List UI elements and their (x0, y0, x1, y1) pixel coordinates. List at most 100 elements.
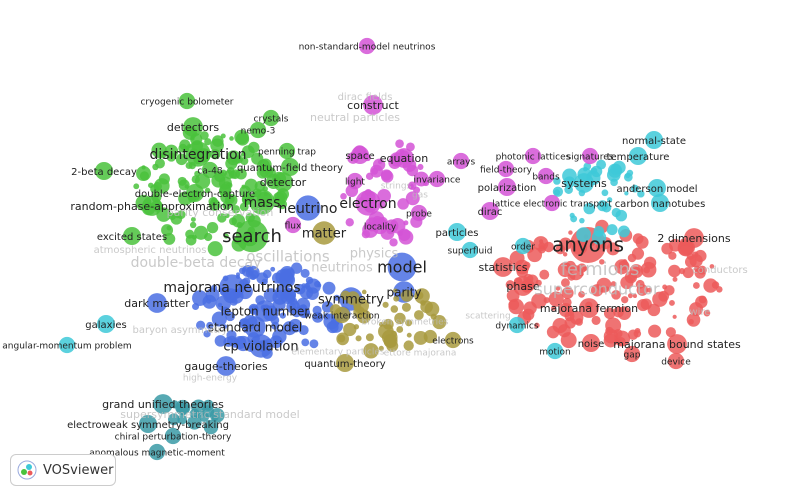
node-bubble (262, 269, 272, 279)
node-bubble (139, 415, 157, 433)
node-bubble (141, 165, 146, 170)
node-bubble (493, 257, 513, 277)
node-bubble (498, 178, 516, 196)
node-label: carbon nanotubes (615, 199, 706, 210)
node-bubble (203, 419, 219, 435)
node-bubble (452, 152, 470, 170)
faint-label: fermions (561, 259, 640, 280)
node-bubble (686, 313, 701, 327)
node-bubble (95, 162, 113, 180)
node-bubble (142, 196, 162, 216)
node-label: anderson model (616, 184, 697, 195)
node-bubble (365, 333, 374, 342)
faint-label: conductors (692, 265, 748, 276)
node-bubble (583, 166, 588, 172)
node-label: temperature (607, 152, 670, 163)
node-label: equation (380, 152, 429, 165)
node-bubble (168, 212, 176, 221)
node-bubble (703, 309, 711, 317)
node-bubble (206, 321, 214, 330)
node-bubble (636, 284, 649, 296)
node-bubble (605, 317, 622, 334)
node-bubble (192, 303, 200, 311)
node-bubble (222, 324, 228, 329)
node-label: probe (406, 210, 432, 220)
node-bubble (689, 254, 703, 268)
node-bubble (611, 207, 621, 218)
logo[interactable]: VOSviewer (10, 454, 116, 486)
node-bubble (633, 330, 642, 338)
node-bubble (381, 170, 394, 183)
node-bubble (576, 227, 591, 242)
node-bubble (610, 163, 622, 175)
node-bubble (386, 339, 399, 352)
node-bubble (646, 287, 652, 293)
node-bubble (371, 217, 389, 235)
logo-icon (17, 460, 37, 480)
faint-label: strings (381, 182, 412, 192)
node-bubble (136, 166, 152, 182)
node-bubble (225, 311, 236, 322)
node-label: gap (624, 351, 641, 361)
node-bubble (648, 324, 662, 338)
node-bubble (196, 320, 206, 330)
node-bubble (397, 198, 409, 210)
node-bubble (273, 172, 293, 192)
node-bubble (543, 241, 554, 253)
faint-label: superconductor (534, 280, 660, 299)
node-bubble (279, 312, 286, 319)
node-bubble (248, 141, 260, 154)
node-bubble (513, 276, 533, 296)
node-bubble (481, 202, 499, 220)
node-bubble (610, 178, 618, 187)
node-bubble (378, 321, 384, 327)
node-bubble (568, 230, 573, 235)
node-label: penning trap (258, 148, 316, 158)
node-bubble (461, 241, 479, 259)
node-label: neutrino (279, 201, 338, 217)
node-bubble (543, 194, 561, 212)
node-bubble (694, 267, 706, 279)
node-bubble (617, 225, 630, 238)
node-bubble (603, 307, 616, 320)
node-label: random-phase-approximation (70, 200, 233, 213)
node-bubble (645, 131, 663, 149)
node-bubble (632, 293, 637, 299)
node-label: space (345, 151, 374, 162)
node-bubble (186, 184, 204, 202)
node-bubble (574, 173, 594, 193)
faint-label: parity conservation (167, 206, 274, 219)
node-bubble (403, 220, 409, 226)
node-bubble (183, 117, 203, 137)
node-bubble (323, 312, 331, 320)
node-label: electroweak symmetry-breaking (67, 420, 229, 431)
node-label: excited states (97, 232, 167, 243)
node-label: invariance (414, 176, 461, 186)
node-bubble (242, 277, 251, 286)
node-bubble (271, 321, 280, 330)
node-bubble (395, 139, 404, 148)
node-bubble (346, 172, 364, 190)
node-label: 2-beta decay (71, 167, 137, 178)
node-bubble (123, 227, 141, 245)
node-bubble (562, 252, 568, 257)
node-bubble (599, 259, 605, 265)
node-bubble (249, 334, 273, 358)
node-label: particles (436, 228, 479, 239)
node-bubble (668, 251, 677, 260)
node-bubble (272, 290, 288, 305)
node-bubble (167, 413, 180, 426)
node-bubble (614, 330, 631, 347)
node-label: model (377, 258, 427, 277)
node-bubble (579, 271, 584, 277)
node-bubble (590, 284, 604, 297)
node-bubble (363, 95, 383, 115)
node-bubble (561, 287, 574, 300)
node-label: angular-momentum problem (2, 342, 131, 352)
node-bubble (635, 235, 649, 249)
node-bubble (617, 306, 632, 321)
node-bubble (578, 290, 585, 298)
node-bubble (254, 300, 276, 322)
node-bubble (225, 194, 235, 204)
